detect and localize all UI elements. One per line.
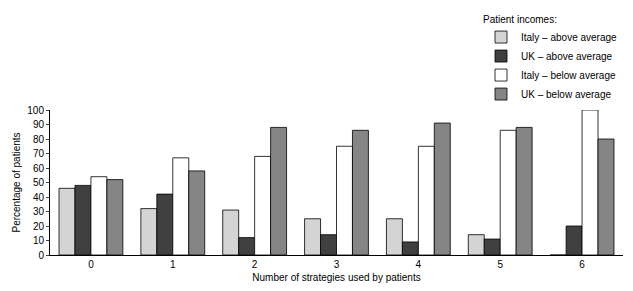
svg-text:Italy – below average: Italy – below average [521,70,616,81]
svg-text:0: 0 [38,250,44,261]
svg-text:0: 0 [88,259,94,270]
svg-text:70: 70 [33,148,45,159]
svg-text:50: 50 [33,177,45,188]
svg-text:5: 5 [497,259,503,270]
svg-text:60: 60 [33,163,45,174]
svg-text:UK – above average: UK – above average [521,51,613,62]
svg-text:2: 2 [252,259,258,270]
svg-text:100: 100 [27,105,44,116]
svg-text:Italy – above average: Italy – above average [521,32,617,43]
svg-text:1: 1 [170,259,176,270]
svg-text:30: 30 [33,206,45,217]
svg-text:90: 90 [33,119,45,130]
svg-text:4: 4 [416,259,422,270]
svg-text:Percentage of patients: Percentage of patients [11,132,22,232]
svg-text:40: 40 [33,192,45,203]
svg-text:UK – below average: UK – below average [521,89,611,100]
svg-text:Number of strategies used by p: Number of strategies used by patients [252,272,420,283]
svg-text:Patient incomes:: Patient incomes: [483,14,557,25]
svg-text:20: 20 [33,221,45,232]
svg-text:6: 6 [579,259,585,270]
svg-text:10: 10 [33,235,45,246]
svg-text:80: 80 [33,134,45,145]
svg-text:3: 3 [334,259,340,270]
